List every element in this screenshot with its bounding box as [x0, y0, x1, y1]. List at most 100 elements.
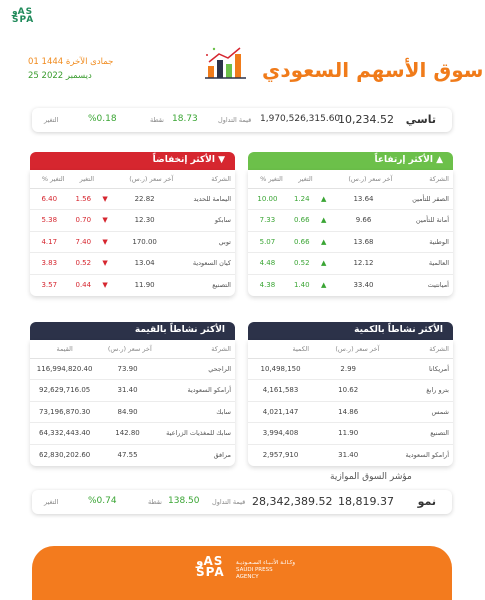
- company-name: شمس: [383, 401, 453, 423]
- company-name: أرامكو السعودية: [405, 451, 449, 459]
- last-price: 12.12: [330, 252, 397, 275]
- change-pct: 4.17: [30, 231, 69, 253]
- arrow-down-icon: ▼: [98, 231, 113, 253]
- footer-logo-line-1: وAS: [196, 554, 224, 568]
- last-price: 73.90: [99, 358, 156, 380]
- volume: 3,994,408: [248, 422, 314, 445]
- top-gainers-title: الأكثر إرتفاعاً: [374, 155, 433, 165]
- change-value: 1.56: [68, 188, 99, 210]
- last-price: 170.00: [112, 231, 178, 253]
- volume: 4,021,147: [248, 401, 314, 423]
- volume: 2,957,910: [262, 451, 299, 459]
- top-losers-table: الشركة آخر سعر (ر.س) التغير التغير % الي…: [30, 170, 235, 296]
- most-active-value-title: الأكثر نشاطاً بالقيمة: [134, 325, 225, 335]
- arrow-down-icon: ▼: [98, 188, 113, 210]
- company-name: أرامكو السعودية: [155, 379, 235, 402]
- table-row: سابك للمغذيات الزراعية 142.80 64,332,443.4…: [30, 422, 235, 445]
- agency-name-ar: وكـالـة الأنـبـاء السـعـوديـة: [236, 560, 296, 566]
- company-name: بترو رابغ: [383, 379, 453, 402]
- last-price: 14.86: [313, 401, 384, 423]
- table-row: أمانة للتأمين 9.66 ▲ 0.66 7.33: [248, 209, 453, 232]
- table-row: التصنيع 11.90 ▼ 0.44 3.57: [30, 274, 235, 296]
- tasi-change-label: التغير: [44, 116, 59, 124]
- spa-logo: وAS SPA: [12, 7, 46, 25]
- col-change: التغير: [286, 170, 317, 189]
- company-name: توبي: [177, 231, 235, 253]
- most-active-value-table: الشركة آخر سعر (ر.س) القيمة الراجحي 73.90…: [30, 340, 235, 466]
- parallel-points-label: نقطة: [148, 498, 162, 506]
- company-name: سابك: [155, 401, 235, 423]
- table-row: مرافق 47.55 62,830,202.60: [30, 444, 235, 466]
- footer-logo-line-2: SPA: [196, 565, 225, 579]
- top-losers-header: الأكثر إنخفاضاً ▼: [30, 152, 235, 170]
- footer-band: [32, 546, 452, 600]
- company-name: الوطنية: [396, 231, 453, 253]
- col-company: الشركة: [396, 170, 453, 189]
- last-price: 31.40: [99, 379, 156, 402]
- change-pct: 7.33: [248, 209, 287, 232]
- col-change-pct: التغير %: [248, 170, 287, 189]
- change-pct: 6.40: [30, 188, 69, 210]
- change-value: 0.70: [68, 209, 99, 232]
- table-row: شمس 14.86 4,021,147: [248, 401, 453, 423]
- change-pct: 4.48: [248, 252, 287, 275]
- logo-line-2: SPA: [12, 15, 35, 25]
- tasi-points: 18.73: [172, 114, 198, 124]
- last-price: 31.40: [338, 451, 359, 459]
- tasi-summary-bar: تاسي 10,234.52 1,970,526,315.60 قيمة الت…: [32, 108, 452, 132]
- tasi-value: 10,234.52: [338, 113, 394, 126]
- volume: 10,498,150: [248, 358, 314, 380]
- last-price: 84.90: [99, 401, 156, 423]
- agency-name-en-2: AGENCY: [236, 574, 259, 580]
- table-row: اليمامة للحديد 22.82 ▼ 1.56 6.40: [30, 188, 235, 210]
- table-row: الراجحي 73.90 116,994,820.40: [30, 358, 235, 380]
- col-last-price: آخر سعر (ر.س): [330, 170, 397, 189]
- parallel-turnover-value: 28,342,389.52: [252, 495, 333, 508]
- bar-chart-icon: [205, 47, 246, 79]
- arrow-up-icon: ▲: [316, 209, 331, 232]
- table-row: كيان السعودية 13.04 ▼ 0.52 3.83: [30, 252, 235, 275]
- company-name: مرافق: [213, 451, 231, 459]
- volume: 4,161,583: [248, 379, 314, 402]
- caret-up-icon: ▲: [436, 155, 443, 165]
- col-company: الشركة: [177, 170, 235, 189]
- col-change: التغير: [68, 170, 99, 189]
- most-active-value-header: الأكثر نشاطاً بالقيمة: [30, 322, 235, 340]
- footer-agency-name: وكـالـة الأنـبـاء السـعـوديـة SAUDI PRES…: [236, 560, 295, 581]
- col-last-price: آخر سعر (ر.س): [112, 170, 178, 189]
- table-row: أميانتيت 33.40 ▲ 1.40 4.38: [248, 274, 453, 296]
- change-pct: 5.07: [248, 231, 287, 253]
- company-name: أمانة للتأمين: [396, 209, 453, 232]
- change-value: 1.24: [286, 188, 317, 210]
- parallel-points: 138.50: [168, 496, 200, 506]
- arrow-down-icon: ▼: [98, 209, 113, 232]
- top-gainers-panel: الأكثر إرتفاعاً ▲ الشركة آخر سعر (ر.س) ا…: [248, 152, 453, 296]
- tasi-name: تاسي: [405, 113, 436, 126]
- last-price: 13.68: [330, 231, 397, 253]
- company-name: الصقر للتأمين: [396, 188, 453, 210]
- change-pct: 3.57: [41, 281, 58, 289]
- trade-value: 73,196,870.30: [30, 401, 100, 423]
- date-block: 01 جمادى الآخرة 1444 25 ديسمبر 2022: [28, 55, 113, 83]
- col-value: القيمة: [30, 340, 100, 359]
- parallel-name: نمو: [417, 495, 436, 508]
- last-price: 9.66: [330, 209, 397, 232]
- table-row: أمريكانا 2.99 10,498,150: [248, 358, 453, 380]
- table-row: أرامكو السعودية 31.40 2,957,910: [248, 444, 453, 466]
- table-row: العالمية 12.12 ▲ 0.52 4.48: [248, 252, 453, 275]
- last-price: 11.90: [313, 422, 384, 445]
- last-price: 22.82: [112, 188, 178, 210]
- table-row: سابكو 12.30 ▼ 0.70 5.38: [30, 209, 235, 232]
- top-gainers-header: الأكثر إرتفاعاً ▲: [248, 152, 453, 170]
- table-row: توبي 170.00 ▼ 7.40 4.17: [30, 231, 235, 253]
- arrow-up-icon: ▲: [316, 252, 331, 275]
- agency-name-en-1: SAUDI PRESS: [236, 567, 273, 573]
- change-value: 0.44: [75, 281, 92, 289]
- table-row: سابك 84.90 73,196,870.30: [30, 401, 235, 423]
- table-row: بترو رابغ 10.62 4,161,583: [248, 379, 453, 402]
- trade-value: 62,830,202.60: [39, 451, 91, 459]
- table-row: التصنيع 11.90 3,994,408: [248, 422, 453, 445]
- logo-line-1: وAS: [12, 7, 34, 17]
- arrow-down-icon: ▼: [102, 281, 108, 289]
- parallel-change-label: التغير: [44, 498, 59, 506]
